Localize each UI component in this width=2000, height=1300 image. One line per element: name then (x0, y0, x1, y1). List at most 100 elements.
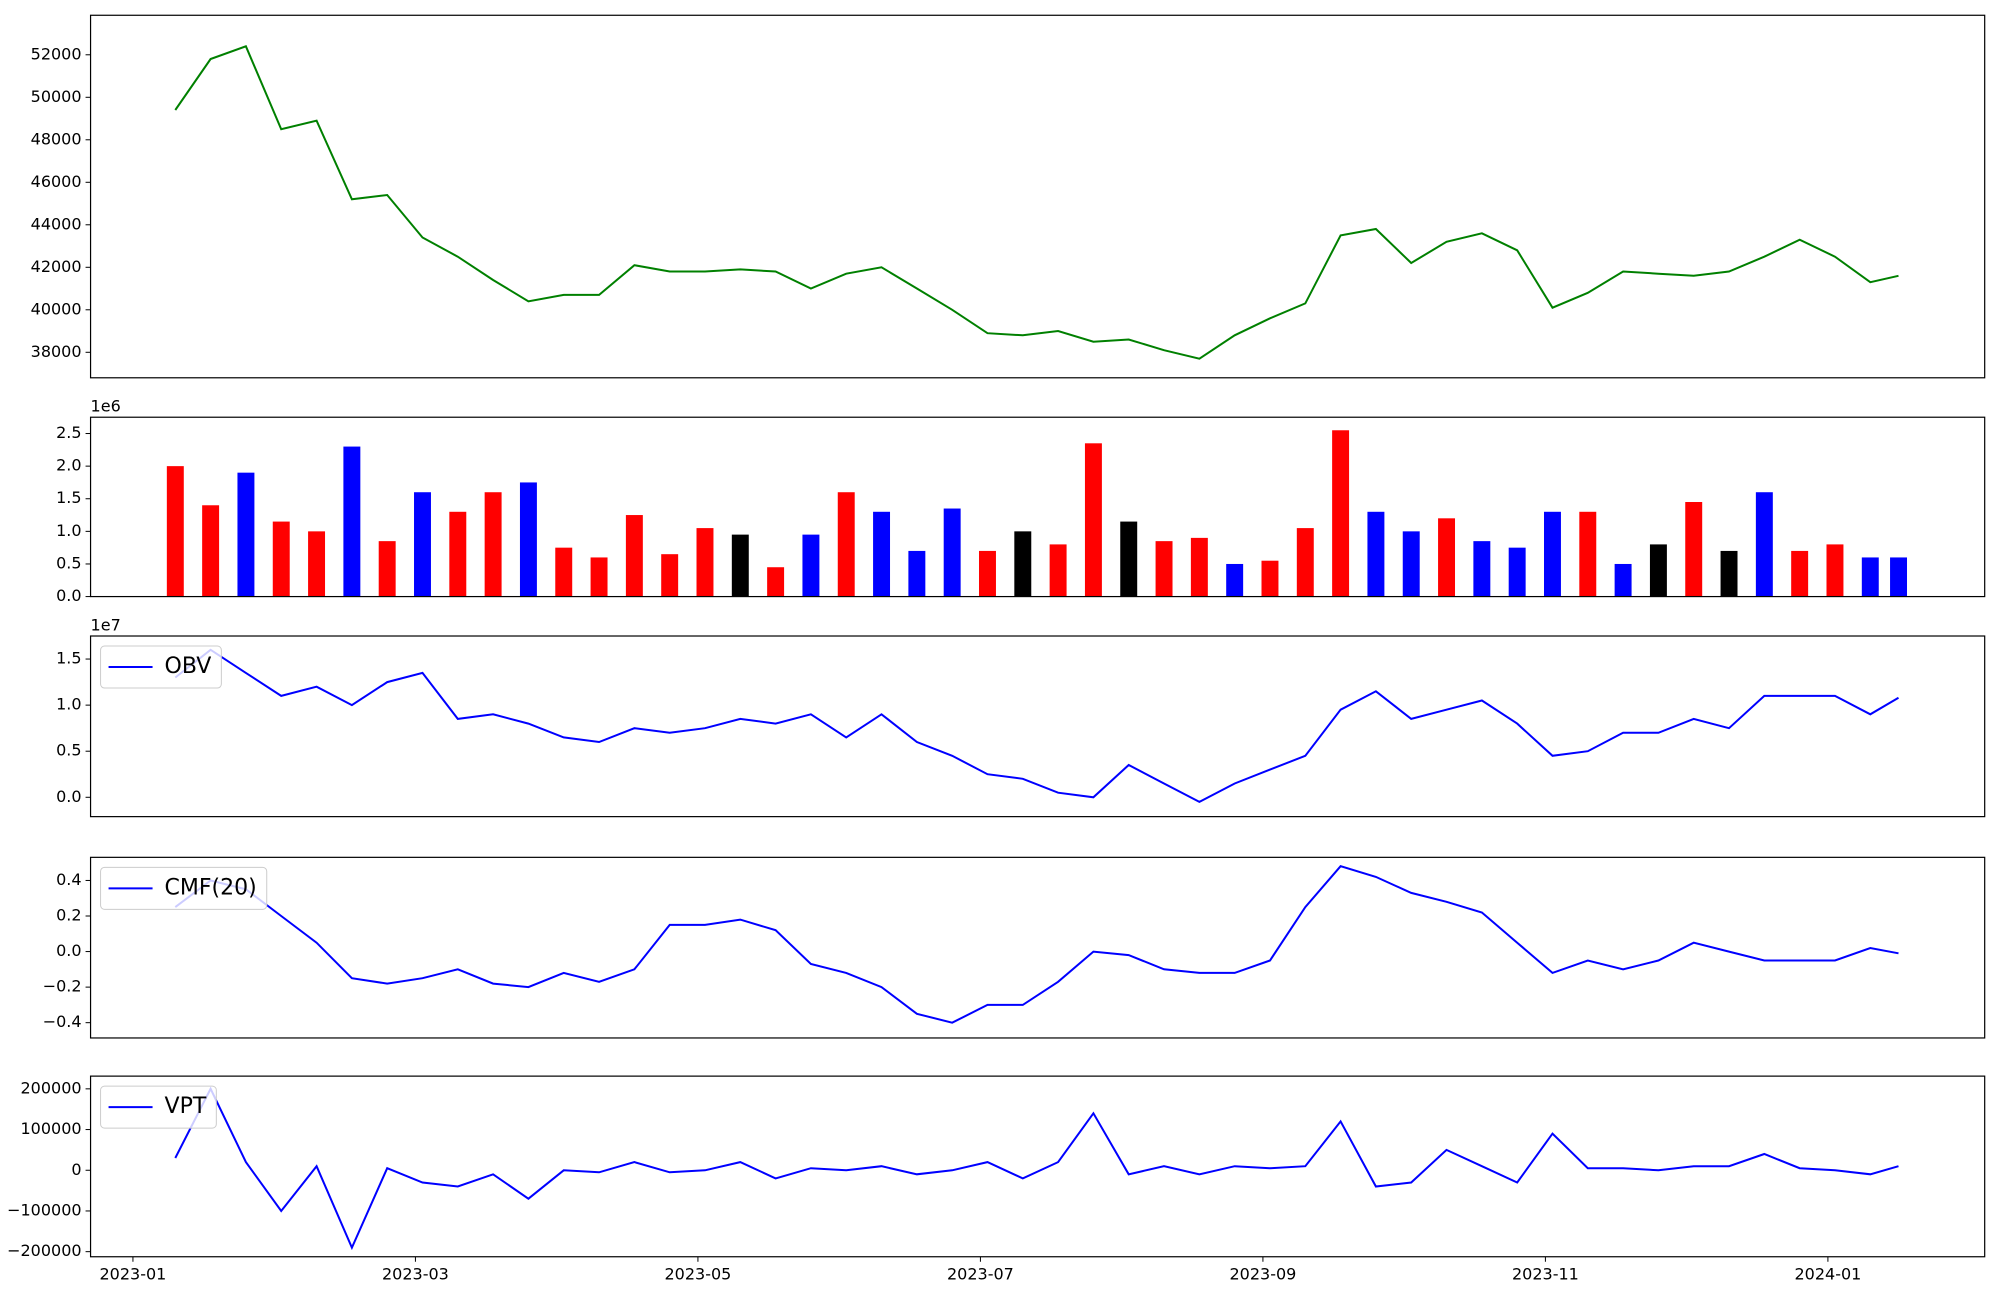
legend-label: VPT (165, 1094, 207, 1119)
axis-offset-label: 1e6 (91, 397, 121, 416)
axes-frame (89, 635, 1986, 818)
bar (1861, 557, 1879, 597)
y-tick-label: 2.0 (56, 456, 81, 475)
axes-frame (89, 1075, 1986, 1258)
y-tick-label: −0.2 (43, 977, 82, 996)
bar (308, 531, 326, 597)
bar (1649, 544, 1667, 597)
bar (272, 521, 290, 597)
y-tick-label: 0.5 (56, 741, 81, 760)
y-tick-label: 0.0 (56, 941, 81, 960)
legend-label: CMF(20) (165, 875, 257, 900)
bar (343, 446, 361, 597)
y-tick-label: −100000 (7, 1200, 81, 1219)
bar (1190, 537, 1208, 597)
y-tick-label: −0.4 (43, 1012, 82, 1031)
x-tick-label: 2023-01 (100, 1264, 167, 1283)
legend-box (100, 866, 268, 910)
y-tick-label: 48000 (31, 129, 82, 148)
bar (1755, 492, 1773, 597)
bar (166, 466, 184, 597)
line (174, 865, 1899, 1024)
x-tick-label: 2023-05 (664, 1264, 731, 1283)
bar (1120, 521, 1138, 597)
bar (1685, 502, 1703, 597)
bar (1614, 563, 1632, 597)
x-tick-label: 2023-03 (382, 1264, 449, 1283)
y-tick-label: 0.4 (56, 870, 81, 889)
x-tick-label: 2023-11 (1512, 1264, 1579, 1283)
bar (1367, 511, 1385, 597)
y-tick-label: −200000 (7, 1241, 81, 1260)
bar (1791, 550, 1809, 597)
y-tick-label: 46000 (31, 172, 82, 191)
bar (590, 557, 608, 597)
legend-box (100, 1085, 217, 1129)
bar (767, 567, 785, 597)
bar (1155, 541, 1173, 597)
bar (237, 472, 255, 597)
bar (1261, 560, 1279, 597)
bar (625, 515, 643, 597)
bar (1438, 518, 1456, 597)
y-tick-label: 40000 (31, 299, 82, 318)
bar (837, 492, 855, 597)
bar (1084, 443, 1102, 597)
bar (1508, 547, 1526, 597)
x-tick-label: 2023-09 (1229, 1264, 1296, 1283)
legend: OBV (100, 645, 222, 689)
bar (731, 534, 749, 597)
y-tick-label: 38000 (31, 342, 82, 361)
bar (661, 554, 679, 597)
bar (943, 508, 961, 597)
bar (696, 528, 714, 597)
bar (378, 541, 396, 597)
axes-frame (89, 416, 1986, 598)
y-tick-label: 0.2 (56, 906, 81, 925)
legend: CMF(20) (100, 866, 268, 910)
y-tick-label: 1.5 (56, 649, 81, 668)
x-tick-label: 2023-07 (947, 1264, 1014, 1283)
bar (979, 550, 996, 597)
bar (1473, 541, 1491, 597)
bar (1014, 531, 1032, 597)
bar (873, 511, 891, 597)
bar (555, 547, 573, 597)
bar (802, 534, 820, 597)
y-tick-label: 44000 (31, 214, 82, 233)
line (174, 45, 1899, 360)
bar (1720, 550, 1738, 597)
axis-offset-label: 1e7 (91, 616, 121, 635)
legend-label: OBV (165, 654, 212, 679)
axes-frame (89, 14, 1986, 379)
line (174, 648, 1900, 804)
bar (1332, 430, 1350, 597)
y-tick-label: 52000 (31, 44, 82, 63)
bar (1226, 563, 1244, 597)
bar (1544, 511, 1561, 597)
bar (1402, 531, 1420, 597)
axes-frame (89, 856, 1986, 1039)
y-tick-label: 2.5 (56, 423, 81, 442)
bar (202, 505, 220, 597)
y-tick-label: 1.0 (56, 521, 81, 540)
bar (1296, 528, 1314, 597)
y-tick-label: 50000 (31, 87, 82, 106)
bar (1049, 544, 1067, 597)
y-tick-label: 0.0 (56, 787, 81, 806)
y-tick-label: 42000 (31, 257, 82, 276)
y-tick-label: 1.0 (56, 695, 81, 714)
bar (484, 492, 502, 597)
bar (1579, 511, 1597, 597)
legend: VPT (100, 1085, 217, 1129)
y-tick-label: 1.5 (56, 488, 81, 507)
bar (908, 550, 926, 597)
y-tick-label: 0.5 (56, 553, 81, 572)
x-tick-label: 2024-01 (1794, 1264, 1861, 1283)
legend-box (100, 645, 222, 689)
bar (414, 492, 431, 597)
y-tick-label: 100000 (20, 1119, 81, 1138)
bar (449, 511, 467, 597)
y-tick-label: 0.0 (56, 586, 81, 605)
